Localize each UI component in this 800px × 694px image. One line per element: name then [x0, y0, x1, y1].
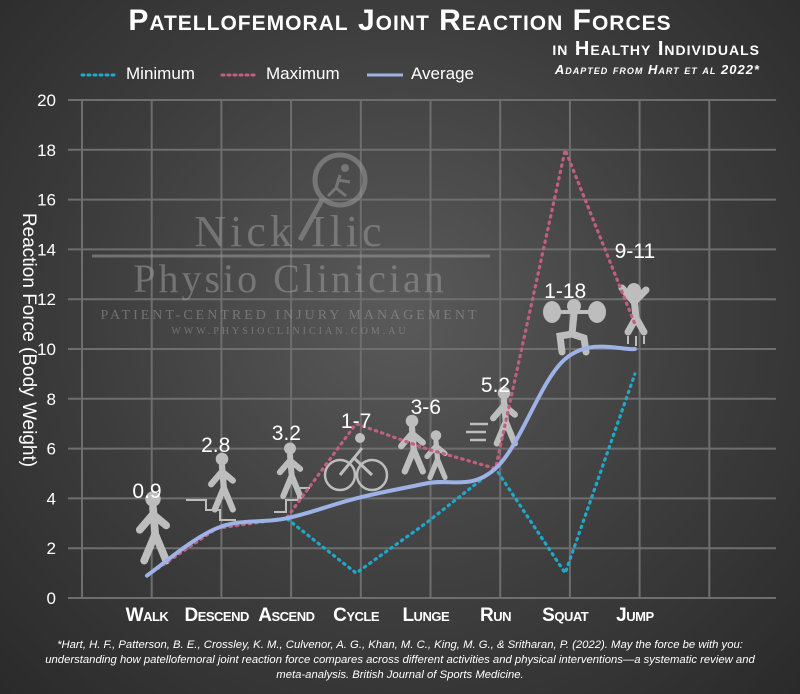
ascend-figure-icon [276, 442, 304, 500]
legend-item-minimum: Minimum [80, 64, 195, 84]
y-tick-label: 10 [37, 340, 56, 359]
icon-head [497, 386, 511, 400]
icon-head [145, 491, 161, 507]
source-note: Adapted from Hart et al 2022* [554, 62, 760, 77]
data-label: 9-11 [615, 240, 655, 263]
bike-frame-icon [338, 447, 374, 477]
lunge-icon [398, 414, 426, 475]
x-tick-label: Walk [126, 605, 170, 626]
legend-item-maximum: Maximum [220, 64, 340, 84]
y-tick-label: 12 [37, 290, 56, 309]
descend-figure-icon [208, 452, 236, 513]
y-tick-label: 16 [37, 191, 56, 210]
wheel-back-icon [323, 458, 357, 492]
squat-body-icon [556, 310, 590, 356]
legend-minimum-swatch [80, 73, 120, 77]
icon-body [490, 397, 518, 447]
x-tick-label: Lunge [402, 605, 449, 626]
magnifier-runner-icon [297, 152, 368, 242]
watermark-line4: www.physioclinician.com.au [171, 326, 408, 337]
y-tick-label: 18 [37, 141, 56, 160]
footnote: *Hart, H. F., Patterson, B. E., Crossley… [45, 639, 755, 681]
icon-head [405, 414, 419, 428]
y-tick-label: 20 [37, 91, 56, 110]
run-icon [490, 386, 518, 447]
x-tick-label: Jump [616, 605, 654, 626]
x-tick-label: Ascend [258, 605, 314, 626]
legend-label-maximum: Maximum [266, 64, 340, 83]
y-tick-label: 4 [47, 489, 56, 508]
legend-item-average: Average [365, 64, 474, 84]
data-label: 2.8 [201, 434, 230, 457]
icon-head [430, 430, 442, 441]
activity-icons [135, 283, 650, 565]
y-axis-label: Reaction Force (Body Weight) [18, 213, 39, 467]
jump-icon [618, 283, 650, 346]
legend-label-minimum: Minimum [126, 64, 195, 83]
watermark-line3: Patient-centred injury management [100, 308, 479, 323]
watermark-line1: Nick Ilic [194, 207, 385, 256]
y-tick-label: 0 [47, 589, 56, 608]
data-label: 3-6 [411, 396, 441, 419]
icon-body [208, 463, 236, 513]
squat-head-icon [567, 299, 581, 313]
cycle-icon [323, 433, 389, 492]
squat-icon [543, 299, 606, 356]
chart-subtitle: in Healthy Individuals [552, 38, 760, 60]
annotations: 0.9 2.8 3.2 1-7 3-6 5.2 1-18 9-11 [132, 240, 655, 503]
jump-body-icon [618, 284, 650, 336]
series-line-maximum [145, 144, 637, 578]
y-tick-label: 6 [47, 440, 56, 459]
axes: 0 2 4 6 8 10 12 14 16 18 20 Walk Descend Ascend Cycle L… [37, 91, 655, 626]
series [145, 144, 637, 578]
data-label: 0.9 [132, 480, 161, 503]
series-line-average [145, 344, 637, 578]
jump-motion-lines-icon [627, 336, 645, 346]
walk-icon [135, 491, 171, 565]
icon-body [276, 452, 304, 500]
icon-body [135, 503, 171, 565]
data-label: 5.2 [481, 374, 510, 397]
legend-maximum-swatch [220, 73, 260, 77]
legend-average-swatch [367, 73, 403, 77]
rider-head-icon [355, 433, 365, 443]
grid [68, 99, 776, 599]
data-label: 1-7 [341, 410, 371, 433]
icon-head [284, 442, 296, 455]
y-tick-label: 14 [37, 240, 56, 259]
barbell-plate-right-icon [588, 301, 606, 323]
x-tick-label: Descend [184, 605, 249, 626]
data-label: 3.2 [272, 422, 301, 445]
icon-body [398, 425, 426, 475]
chart-title: Patellofemoral Joint Reaction Forces [128, 4, 672, 37]
y-tick-label: 2 [47, 539, 56, 558]
x-tick-label: Run [480, 605, 511, 626]
watermark: Nick Ilic Physio Clinician Patient-centr… [92, 152, 490, 337]
x-tick-label: Squat [542, 605, 589, 626]
watermark-line2: Physio Clinician [133, 256, 447, 301]
legend-label-average: Average [411, 64, 475, 83]
x-tick-label: Cycle [333, 605, 380, 626]
barbell-plate-left-icon [543, 301, 561, 323]
speed-lines-icon [466, 422, 488, 442]
icon-head [215, 452, 229, 466]
y-tick-label: 8 [47, 390, 56, 409]
wheel-front-icon [355, 458, 389, 492]
data-label: 1-18 [544, 280, 586, 303]
